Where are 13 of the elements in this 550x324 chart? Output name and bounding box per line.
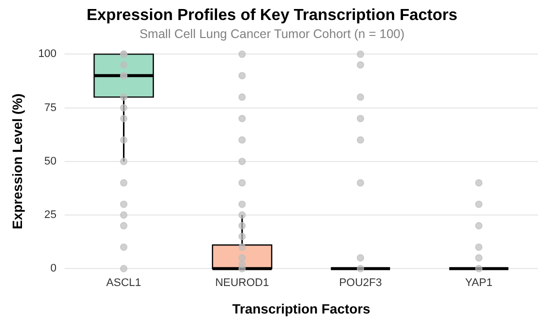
x-tick-label: NEUROD1: [215, 277, 269, 290]
y-tick-label: 0: [50, 262, 57, 275]
x-axis-title: Transcription Factors: [232, 302, 370, 317]
y-axis-title: Expression Level (%): [10, 93, 25, 230]
chart-subtitle: Small Cell Lung Cancer Tumor Cohort (n = 100): [139, 27, 405, 42]
y-tick-label: 50: [44, 155, 57, 168]
x-tick-label: POU2F3: [339, 277, 382, 290]
y-tick-label: 25: [44, 209, 57, 222]
chart-title: Expression Profiles of Key Transcription Factors: [86, 7, 458, 24]
x-tick-label: ASCL1: [106, 277, 142, 290]
x-tick-label: YAP1: [465, 277, 492, 290]
y-tick-label: 100: [38, 48, 57, 60]
y-tick-label: 75: [44, 102, 57, 114]
